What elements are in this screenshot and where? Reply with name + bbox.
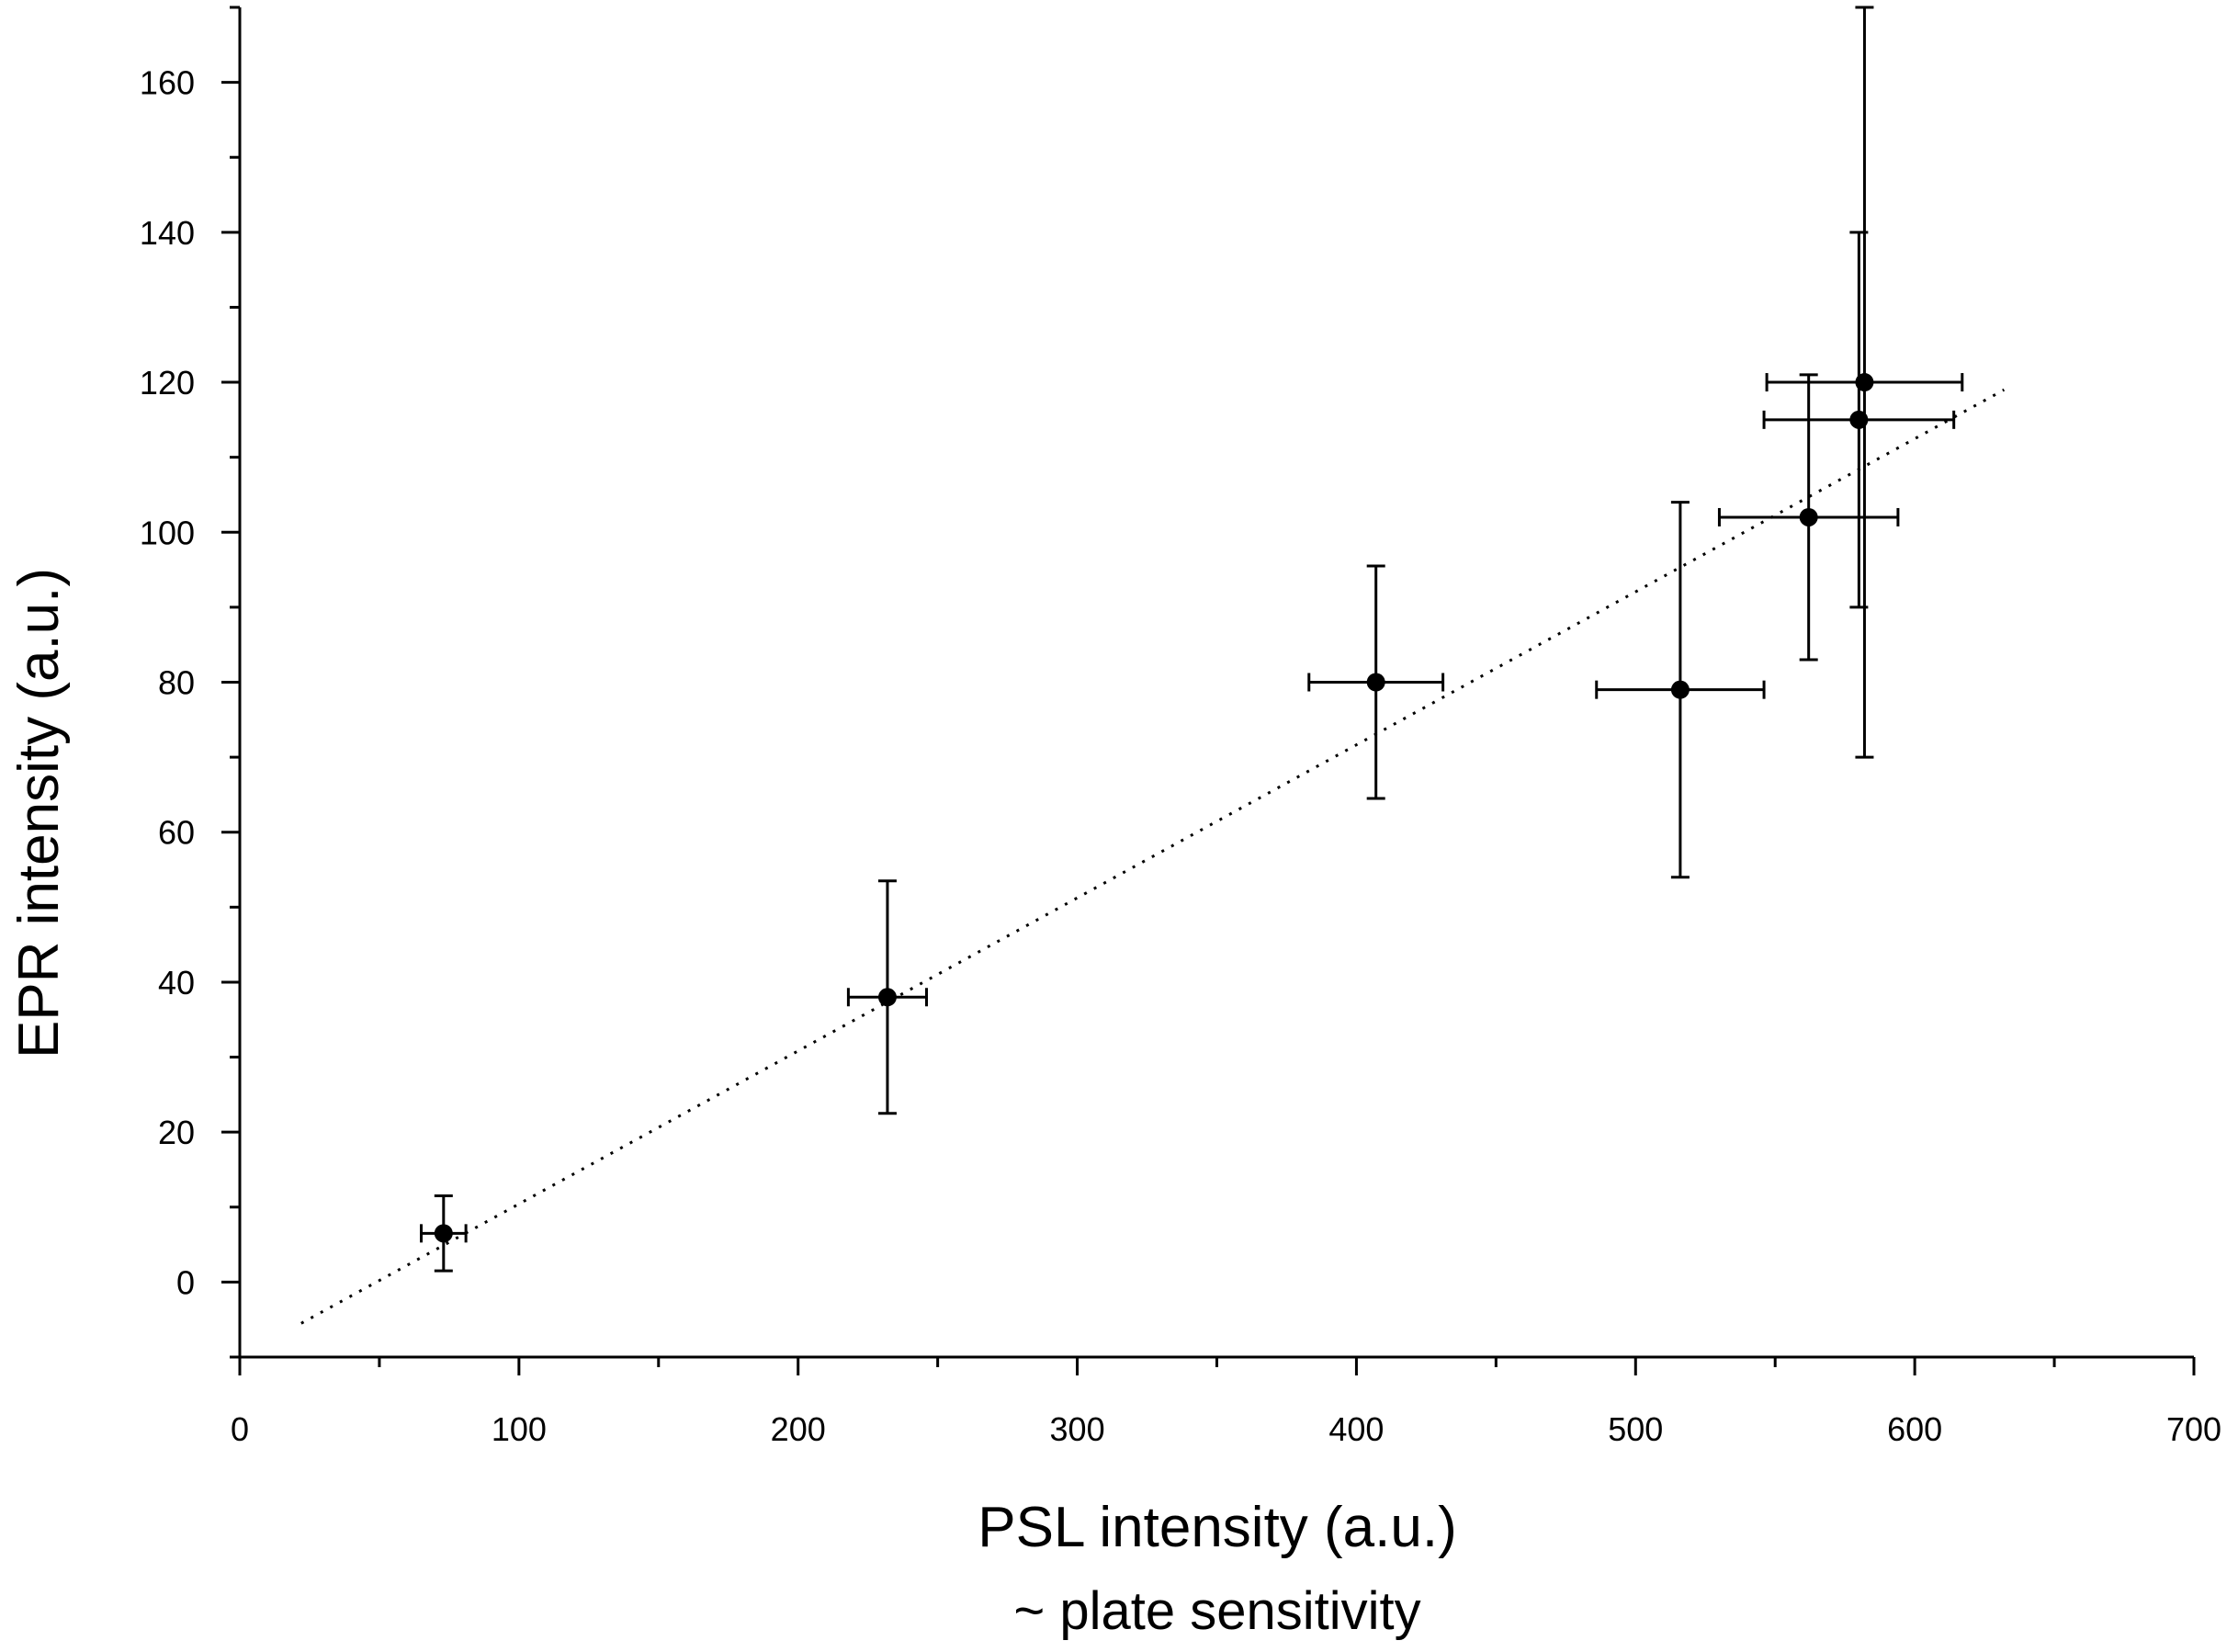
data-point-7: [1855, 373, 1874, 392]
x-tick-label: 100: [492, 1410, 547, 1448]
data-points: [434, 373, 1874, 1243]
error-bars: [420, 6, 1964, 1273]
x-tick-label: 200: [771, 1410, 826, 1448]
x-tick-label: 300: [1050, 1410, 1105, 1448]
data-point-1: [434, 1224, 453, 1243]
x-tick-label: 500: [1608, 1410, 1663, 1448]
y-axis-title: EPR intensity (a.u.): [7, 568, 71, 1058]
y-tick-label: 60: [158, 814, 195, 852]
x-tick-label: 0: [231, 1410, 249, 1448]
y-tick-label: 40: [158, 964, 195, 1001]
fit-line-layer: [300, 388, 2006, 1325]
axes: [221, 6, 2196, 1375]
y-tick-label: 120: [140, 364, 195, 402]
data-point-4: [1670, 680, 1690, 699]
x-tick-label: 700: [2166, 1410, 2221, 1448]
y-tick-label: 80: [158, 664, 195, 702]
y-tick-label: 100: [140, 514, 195, 551]
y-tick-label: 140: [140, 214, 195, 252]
data-point-3: [1366, 673, 1385, 692]
y-tick-label: 0: [176, 1263, 195, 1301]
fit-line: [300, 388, 2006, 1325]
x-tick-label: 400: [1328, 1410, 1384, 1448]
x-tick-label: 600: [1887, 1410, 1942, 1448]
x-axis-title: PSL intensity (a.u.): [978, 1496, 1457, 1559]
data-point-6: [1849, 410, 1869, 429]
y-tick-label: 160: [140, 64, 195, 102]
x-axis-subtitle: ~ plate sensitivity: [1013, 1581, 1420, 1641]
tick-labels: 0 100 200 300 400 500 600 700 0 20 40 60 80 100 120 140…: [140, 64, 2221, 1448]
data-point-2: [877, 988, 897, 1007]
y-tick-label: 20: [158, 1114, 195, 1151]
data-point-5: [1799, 507, 1818, 526]
